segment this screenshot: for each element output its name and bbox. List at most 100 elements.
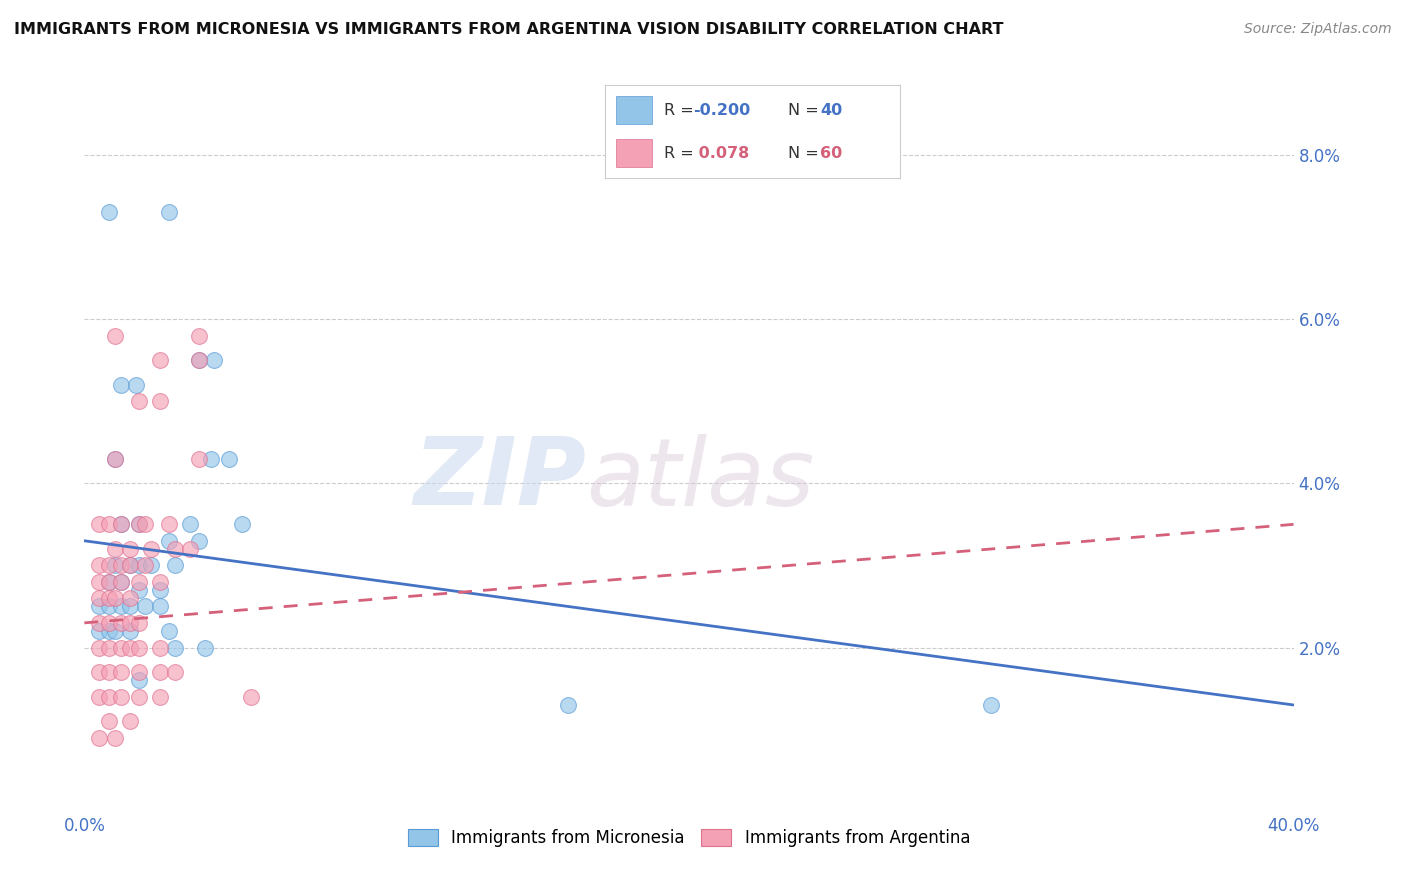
Point xyxy=(128,558,150,573)
Point xyxy=(104,591,127,606)
Text: 60: 60 xyxy=(820,145,842,161)
Point xyxy=(231,517,253,532)
Point xyxy=(104,624,127,639)
Point xyxy=(118,599,141,614)
Point xyxy=(89,731,111,745)
Point xyxy=(128,673,150,688)
Point xyxy=(202,353,225,368)
Point xyxy=(97,615,120,630)
Point xyxy=(104,451,127,466)
Point xyxy=(110,517,132,532)
Text: R =: R = xyxy=(664,103,699,118)
Point xyxy=(165,665,187,680)
Point xyxy=(149,353,172,368)
Point xyxy=(89,574,111,589)
Point xyxy=(128,690,150,704)
Text: 40: 40 xyxy=(820,103,842,118)
Point xyxy=(97,665,120,680)
Point xyxy=(89,690,111,704)
Text: R =: R = xyxy=(664,145,699,161)
Text: Source: ZipAtlas.com: Source: ZipAtlas.com xyxy=(1244,22,1392,37)
Point xyxy=(89,615,111,630)
Point xyxy=(110,599,132,614)
Point xyxy=(218,451,240,466)
Point xyxy=(89,517,111,532)
Text: N =: N = xyxy=(787,103,824,118)
Point xyxy=(104,328,127,343)
Point xyxy=(89,665,111,680)
Point xyxy=(104,731,127,745)
Point xyxy=(128,582,150,597)
Point xyxy=(97,517,120,532)
Point xyxy=(110,558,132,573)
Point xyxy=(104,451,127,466)
Point xyxy=(157,205,180,219)
Point xyxy=(118,541,141,556)
Point xyxy=(128,394,150,409)
Point xyxy=(89,640,111,655)
Point xyxy=(97,690,120,704)
Point xyxy=(125,377,148,392)
Point xyxy=(110,574,132,589)
Point xyxy=(980,698,1002,712)
Point xyxy=(157,517,180,532)
Point xyxy=(165,558,187,573)
Point xyxy=(118,624,141,639)
Point xyxy=(200,451,222,466)
Point xyxy=(179,517,201,532)
Text: ZIP: ZIP xyxy=(413,434,586,525)
Point xyxy=(188,353,211,368)
Point xyxy=(139,558,162,573)
Point xyxy=(179,541,201,556)
Point xyxy=(149,582,172,597)
Point xyxy=(110,640,132,655)
Point xyxy=(118,640,141,655)
Point xyxy=(128,665,150,680)
Point xyxy=(97,599,120,614)
Point xyxy=(97,205,120,219)
Point xyxy=(194,640,217,655)
Point xyxy=(104,541,127,556)
Point xyxy=(188,451,211,466)
Point xyxy=(139,541,162,556)
Point xyxy=(110,690,132,704)
Text: atlas: atlas xyxy=(586,434,814,524)
Point xyxy=(89,599,111,614)
Point xyxy=(128,574,150,589)
Point xyxy=(157,533,180,548)
Point xyxy=(188,533,211,548)
Text: IMMIGRANTS FROM MICRONESIA VS IMMIGRANTS FROM ARGENTINA VISION DISABILITY CORREL: IMMIGRANTS FROM MICRONESIA VS IMMIGRANTS… xyxy=(14,22,1004,37)
FancyBboxPatch shape xyxy=(616,96,652,124)
Point xyxy=(149,394,172,409)
Point xyxy=(134,517,156,532)
Point xyxy=(188,353,211,368)
Point xyxy=(128,640,150,655)
Point xyxy=(97,574,120,589)
Point xyxy=(97,714,120,729)
Point xyxy=(110,574,132,589)
Point xyxy=(557,698,579,712)
Point xyxy=(97,624,120,639)
Point xyxy=(128,517,150,532)
Point xyxy=(188,328,211,343)
Point xyxy=(149,690,172,704)
Point xyxy=(165,640,187,655)
Point xyxy=(149,599,172,614)
Point xyxy=(97,574,120,589)
Point xyxy=(134,599,156,614)
Point xyxy=(89,558,111,573)
Point xyxy=(118,615,141,630)
Point xyxy=(149,640,172,655)
Point xyxy=(165,541,187,556)
Point xyxy=(89,591,111,606)
Text: 0.078: 0.078 xyxy=(693,145,749,161)
Point xyxy=(134,558,156,573)
Point xyxy=(128,615,150,630)
Point xyxy=(149,574,172,589)
Point xyxy=(118,558,141,573)
Text: -0.200: -0.200 xyxy=(693,103,751,118)
Point xyxy=(97,591,120,606)
Point xyxy=(239,690,262,704)
Point xyxy=(97,640,120,655)
Point xyxy=(110,615,132,630)
